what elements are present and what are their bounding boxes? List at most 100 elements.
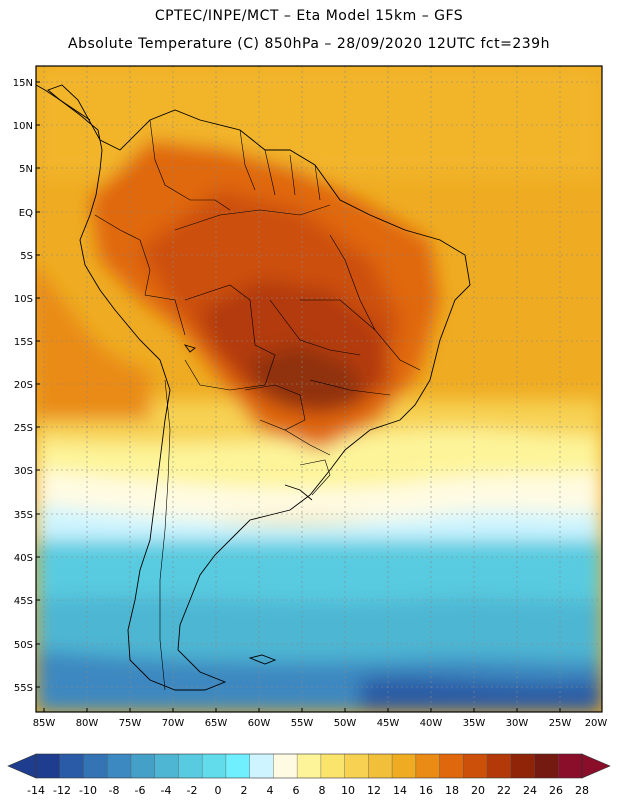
colorbar-label: 16 xyxy=(419,784,433,797)
colorbar-label: -6 xyxy=(135,784,146,797)
colorbar-swatch xyxy=(463,754,488,778)
colorbar-swatch xyxy=(249,754,274,778)
falklands-island xyxy=(248,654,277,665)
colorbar-swatch xyxy=(225,754,250,778)
colorbar-swatch xyxy=(510,754,535,778)
field-pacific-warm-patch xyxy=(36,266,150,420)
lat-label: 10S xyxy=(14,294,33,305)
colorbar-swatch xyxy=(273,754,298,778)
colorbar-swatch xyxy=(439,754,464,778)
lat-label: 50S xyxy=(14,640,33,651)
colorbar-label: 12 xyxy=(367,784,381,797)
colorbar-label: 14 xyxy=(393,784,407,797)
lat-label: 5S xyxy=(20,251,33,262)
axis-ticks xyxy=(36,81,561,712)
lon-label: 40W xyxy=(420,718,443,729)
colorbar-swatch xyxy=(368,754,393,778)
lat-label: 20S xyxy=(14,380,33,391)
colorbar-label: 0 xyxy=(215,784,222,797)
longitude-labels: 85W 80W 75W 70W 65W 60W 55W 50W 45W 40W … xyxy=(33,718,608,729)
lat-label: 25S xyxy=(14,423,33,434)
lat-label: 15N xyxy=(13,78,33,89)
lon-label: 70W xyxy=(162,718,185,729)
colorbar-label: -8 xyxy=(109,784,120,797)
lat-label: 30S xyxy=(14,466,33,477)
country-borders xyxy=(94,119,421,691)
map-frame xyxy=(35,65,603,713)
colorbar-label: 6 xyxy=(293,784,300,797)
lon-label: 45W xyxy=(377,718,400,729)
colorbar-label: -10 xyxy=(79,784,97,797)
colorbar-label: -2 xyxy=(187,784,198,797)
colorbar-label: 18 xyxy=(445,784,459,797)
border-colombia-venezuela xyxy=(149,119,231,211)
border-paraguay xyxy=(244,384,306,431)
colorbar-label: 8 xyxy=(319,784,326,797)
colorbar-frame xyxy=(35,753,583,779)
colorbar-swatch xyxy=(487,754,512,778)
colorbar-label: 10 xyxy=(341,784,355,797)
field-cream-band xyxy=(36,470,602,520)
lon-label: 85W xyxy=(33,718,56,729)
colorbar-label: 22 xyxy=(497,784,511,797)
field-north-band xyxy=(36,66,602,176)
lat-label: 5N xyxy=(19,164,33,175)
latitude-labels: 15N 10N 5N EQ 5S 10S 15S 20S 25S 30S 35S… xyxy=(13,78,33,694)
lat-label: 55S xyxy=(14,683,33,694)
colorbar-swatch xyxy=(107,754,132,778)
border-brazil-north xyxy=(174,204,331,231)
lon-label: 35W xyxy=(463,718,486,729)
colorbar-label: 28 xyxy=(575,784,589,797)
chart-title-line2: Absolute Temperature (C) 850hPa – 28/09/… xyxy=(68,36,550,52)
lake-titicaca xyxy=(183,344,196,353)
colorbar xyxy=(7,753,611,779)
border-argentina-chile xyxy=(159,379,171,691)
lat-label: 40S xyxy=(14,553,33,564)
border-peru-brazil xyxy=(139,239,186,336)
lon-label: 50W xyxy=(334,718,357,729)
colorbar-label: 4 xyxy=(267,784,274,797)
colorbar-swatch xyxy=(130,754,155,778)
colorbar-label: 2 xyxy=(241,784,248,797)
border-argentina-brazil xyxy=(284,429,331,456)
lon-label: 80W xyxy=(76,718,99,729)
lon-label: 30W xyxy=(506,718,529,729)
colorbar-swatch xyxy=(154,754,179,778)
chart-title-line1: CPTEC/INPE/MCT – Eta Model 15km – GFS xyxy=(154,8,464,24)
colorbar-swatch xyxy=(178,754,203,778)
colorbar-arrow-right xyxy=(581,753,611,779)
lon-label: 20W xyxy=(585,718,608,729)
colorbar-label: 24 xyxy=(523,784,537,797)
coastlines xyxy=(36,84,471,691)
colorbar-swatch xyxy=(344,754,369,778)
lat-label: EQ xyxy=(19,208,33,219)
colorbar-swatch xyxy=(202,754,227,778)
colorbar-swatch xyxy=(36,754,61,778)
lon-label: 65W xyxy=(205,718,228,729)
colorbar-swatch xyxy=(59,754,84,778)
central-america-outline xyxy=(36,84,91,121)
colorbar-label: 20 xyxy=(471,784,485,797)
uruguay-estuary xyxy=(284,484,313,501)
lat-label: 45S xyxy=(14,596,33,607)
colorbar-swatch xyxy=(558,754,583,778)
colorbar-swatch xyxy=(83,754,108,778)
lat-label: 10N xyxy=(13,121,33,132)
graticule xyxy=(36,66,602,712)
colorbar-label: -4 xyxy=(161,784,172,797)
colorbar-swatch xyxy=(297,754,322,778)
colorbar-arrow-left xyxy=(7,753,37,779)
field-hottest-core xyxy=(250,345,365,410)
colorbar-swatch xyxy=(415,754,440,778)
border-guianas xyxy=(264,149,321,201)
lat-label: 35S xyxy=(14,510,33,521)
temperature-field xyxy=(36,66,602,712)
border-uruguay xyxy=(299,459,331,496)
lat-label: 15S xyxy=(14,337,33,348)
colorbar-labels: -14 -12 -10 -8 -6 -4 -2 0 2 4 6 8 10 12 … xyxy=(27,784,589,797)
colorbar-label: -12 xyxy=(53,784,71,797)
colorbar-swatch xyxy=(534,754,559,778)
field-cyan-pale-band xyxy=(36,505,602,545)
colorbar-label: 26 xyxy=(549,784,563,797)
colorbar-swatch xyxy=(320,754,345,778)
